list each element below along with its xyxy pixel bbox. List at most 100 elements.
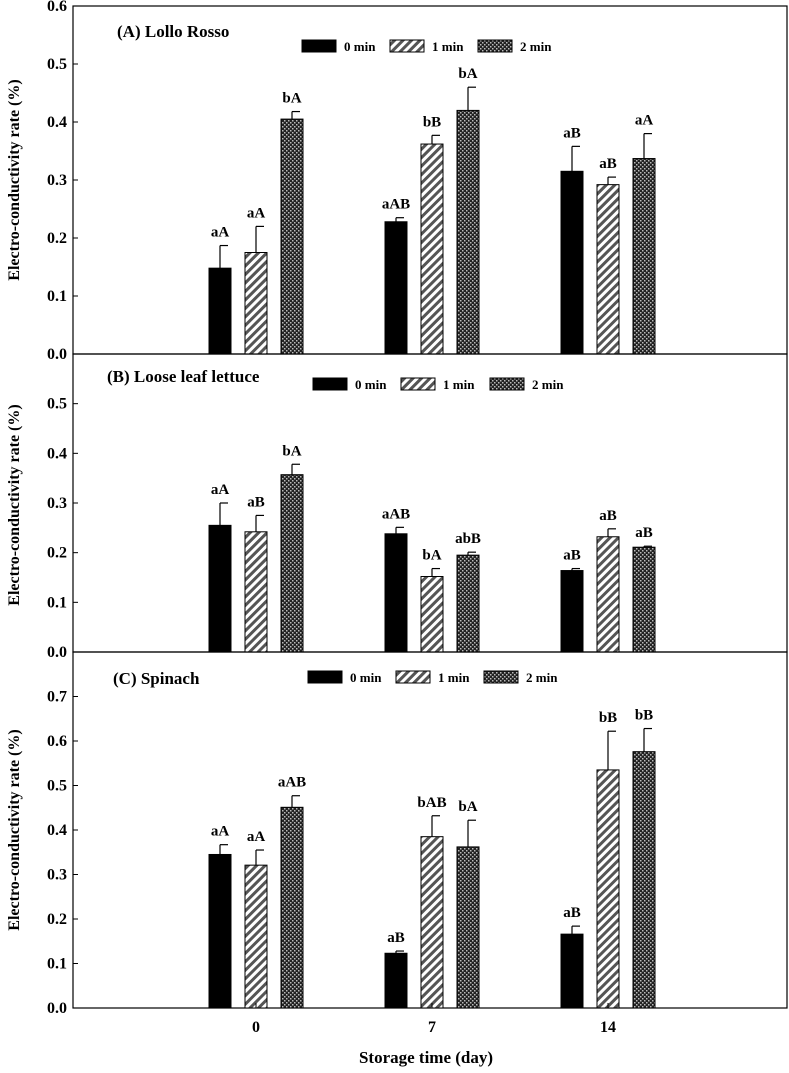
- y-tick-label: 0.1: [47, 594, 67, 611]
- bars: aA aAB aB aA bB aB bA bA aA: [208, 66, 656, 355]
- y-tick-label: 0.4: [47, 114, 67, 131]
- y-tick-label: 0.3: [47, 172, 67, 189]
- y-tick-label: 0.4: [47, 822, 67, 839]
- y-axis-label: Electro-conductivity rate (%): [6, 404, 23, 605]
- data-label: aAB: [278, 775, 306, 791]
- bar-2-min-day-0: [280, 474, 304, 653]
- data-label: aB: [599, 508, 617, 524]
- legend-label-0-min: 0 min: [350, 670, 382, 685]
- bar-1-min-day-7: [420, 576, 444, 653]
- legend-label-2-min: 2 min: [520, 39, 552, 54]
- legend-swatch-0-min: [307, 670, 343, 684]
- data-label: bA: [282, 91, 301, 107]
- legend-swatch-2-min: [489, 377, 525, 391]
- x-axis: 0 7 14: [252, 1003, 616, 1036]
- data-label: bB: [423, 114, 441, 130]
- y-tick-label: 0.3: [47, 495, 67, 512]
- data-label: aA: [211, 482, 230, 498]
- legend: 0 min 1 min 2 min: [301, 39, 552, 54]
- y-tick-label: 0.5: [47, 56, 67, 73]
- data-label: bA: [458, 66, 477, 82]
- bar-0-min-day-7: [384, 952, 408, 1009]
- bar-0-min-day-0: [208, 267, 232, 355]
- x-tick-label: 7: [428, 1019, 436, 1036]
- y-axis: 0.0 0.1 0.2 0.3 0.4 0.5: [47, 396, 78, 661]
- y-tick-label: 0.5: [47, 778, 67, 795]
- data-label: bB: [599, 710, 617, 726]
- bar-1-min-day-0: [244, 864, 268, 1009]
- data-label: abB: [455, 531, 481, 547]
- y-tick-label: 0.0: [47, 1000, 67, 1017]
- bar-2-min-day-14: [632, 546, 656, 653]
- bar-1-min-day-7: [420, 143, 444, 355]
- bar-2-min-day-14: [632, 158, 656, 355]
- panel-title: (C) Spinach: [113, 669, 200, 688]
- legend: 0 min 1 min 2 min: [312, 377, 564, 392]
- bar-2-min-day-7: [456, 109, 480, 355]
- data-label: bB: [635, 708, 653, 724]
- data-label: bA: [422, 548, 441, 564]
- data-label: aA: [635, 113, 654, 129]
- legend-swatch-2-min: [483, 670, 519, 684]
- bar-0-min-day-0: [208, 853, 232, 1009]
- bar-0-min-day-7: [384, 533, 408, 653]
- legend-label-0-min: 0 min: [344, 39, 376, 54]
- y-axis: 0.0 0.1 0.2 0.3 0.4 0.5 0.6 0.7: [47, 689, 78, 1017]
- legend-label-1-min: 1 min: [432, 39, 464, 54]
- y-tick-label: 0.6: [47, 0, 67, 15]
- y-axis-label: Electro-conductivity rate (%): [6, 79, 23, 280]
- data-label: aB: [387, 930, 405, 946]
- y-axis-label: Electro-conductivity rate (%): [6, 729, 23, 930]
- y-tick-label: 0.2: [47, 911, 67, 928]
- bar-1-min-day-14: [596, 184, 620, 355]
- legend-swatch-0-min: [301, 39, 337, 53]
- data-label: aB: [635, 525, 653, 541]
- data-label: aB: [247, 494, 265, 510]
- legend-label-1-min: 1 min: [443, 377, 475, 392]
- y-tick-label: 0.1: [47, 956, 67, 973]
- legend-label-2-min: 2 min: [526, 670, 558, 685]
- data-label: aAB: [382, 506, 410, 522]
- y-tick-label: 0.0: [47, 644, 67, 661]
- data-label: bA: [282, 443, 301, 459]
- data-label: aB: [599, 156, 617, 172]
- panel-c: Electro-conductivity rate (%) 0.0 0.1 0.2 0…: [6, 651, 788, 1036]
- panel-title: (B) Loose leaf lettuce: [107, 367, 260, 386]
- bars: aA aAB aB aB bA aB bA abB aB: [208, 443, 656, 653]
- data-label: aB: [563, 125, 581, 141]
- bar-0-min-day-7: [384, 221, 408, 355]
- legend-swatch-2-min: [477, 39, 513, 53]
- bar-2-min-day-7: [456, 846, 480, 1009]
- legend: 0 min 1 min 2 min: [307, 670, 558, 685]
- y-tick-label: 0.0: [47, 346, 67, 363]
- x-tick-label: 14: [600, 1019, 616, 1036]
- bars: aA aB aB aA bAB bB aAB bA bB: [208, 708, 656, 1009]
- panel-a: Electro-conductivity rate (%) 0.00.10.20…: [6, 0, 788, 363]
- y-axis: 0.0 0.1 0.2 0.3 0.4 0.5 0.6: [47, 0, 78, 363]
- bar-0-min-day-14: [560, 933, 584, 1009]
- legend-swatch-0-min: [312, 377, 348, 391]
- y-tick-label: 0.3: [47, 867, 67, 884]
- x-axis-title: Storage time (day): [359, 1048, 493, 1067]
- legend-swatch-1-min: [395, 670, 431, 684]
- data-label: aA: [247, 205, 266, 221]
- legend-label-1-min: 1 min: [438, 670, 470, 685]
- y-tick-label: 0.7: [47, 689, 67, 706]
- bar-2-min-day-14: [632, 751, 656, 1009]
- bar-2-min-day-0: [280, 118, 304, 355]
- data-label: aB: [563, 548, 581, 564]
- bar-1-min-day-14: [596, 536, 620, 653]
- bar-0-min-day-14: [560, 570, 584, 653]
- y-tick-label: 0.1: [47, 288, 67, 305]
- data-label: aB: [563, 905, 581, 921]
- data-label: aA: [211, 824, 230, 840]
- bar-1-min-day-7: [420, 836, 444, 1009]
- data-label: aA: [247, 829, 266, 845]
- data-label: bAB: [417, 795, 446, 811]
- y-tick-label: 0.4: [47, 445, 67, 462]
- legend-swatch-1-min: [400, 377, 436, 391]
- bar-1-min-day-0: [244, 531, 268, 653]
- panel-title: (A) Lollo Rosso: [117, 22, 229, 41]
- bar-2-min-day-7: [456, 554, 480, 653]
